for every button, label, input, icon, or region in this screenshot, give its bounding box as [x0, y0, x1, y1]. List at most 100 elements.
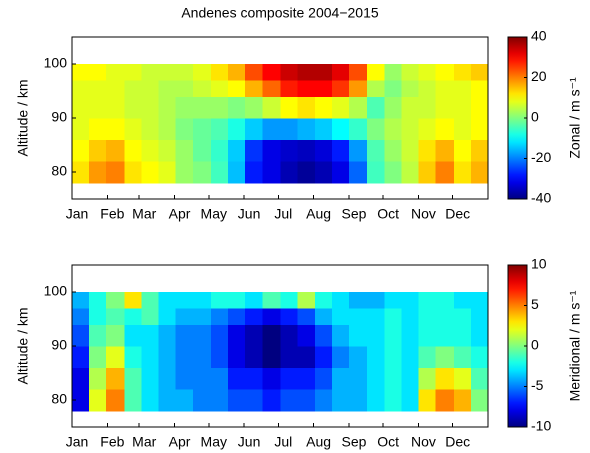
- heat-cell: [245, 139, 263, 162]
- heat-cell: [280, 389, 299, 412]
- heat-cell: [470, 389, 489, 412]
- heat-cell: [89, 367, 107, 390]
- heat-cell: [470, 139, 489, 162]
- heat-cell: [453, 139, 472, 162]
- x-tick-label: Jul: [274, 206, 292, 222]
- heat-cell: [141, 308, 160, 325]
- heat-cell: [192, 139, 212, 162]
- heat-cell: [418, 161, 437, 184]
- heat-cell: [228, 292, 246, 309]
- chart-title: Andenes composite 2004−2015: [181, 5, 379, 21]
- heat-cell: [175, 308, 194, 325]
- heat-cell: [245, 346, 263, 369]
- heat-cell: [106, 96, 125, 119]
- heat-cell: [297, 80, 316, 97]
- heat-cell: [297, 308, 316, 325]
- heat-cell: [262, 80, 282, 97]
- x-tick-label: Nov: [411, 434, 436, 450]
- heat-cell: [192, 292, 212, 309]
- heat-cell: [280, 64, 299, 81]
- heat-cell: [89, 118, 107, 141]
- heat-cell: [124, 96, 143, 119]
- heat-cell: [435, 139, 455, 162]
- heat-cell: [331, 308, 350, 325]
- colorbar-tick-label: -20: [531, 149, 551, 165]
- heat-cell: [435, 64, 455, 81]
- heat-cell: [106, 346, 125, 369]
- heat-cell: [384, 346, 402, 369]
- x-tick-label: Mar: [132, 206, 156, 222]
- heat-cell: [331, 161, 350, 184]
- heat-cell: [89, 96, 107, 119]
- heat-cell: [72, 367, 90, 390]
- heat-cell: [331, 346, 350, 369]
- colorbar-tick-label: 40: [531, 28, 547, 44]
- heat-cell: [418, 308, 437, 325]
- heat-cell: [211, 367, 229, 390]
- heat-cell: [158, 139, 177, 162]
- heat-cell: [89, 308, 107, 325]
- heat-cell: [89, 346, 107, 369]
- heat-cell: [367, 346, 385, 369]
- heat-cell: [175, 324, 194, 347]
- heat-cell: [401, 118, 419, 141]
- heat-cell: [297, 292, 316, 309]
- x-tick-label: Aug: [306, 206, 331, 222]
- heat-cell: [314, 389, 333, 412]
- heat-cell: [228, 161, 246, 184]
- x-tick-label: Jun: [238, 434, 261, 450]
- heat-cell: [367, 367, 385, 390]
- heat-cell: [470, 346, 489, 369]
- heat-cell: [470, 308, 489, 325]
- heat-cell: [401, 292, 419, 309]
- heat-cell: [367, 118, 385, 141]
- heat-cell: [228, 308, 246, 325]
- colorbar-label: Meridional / m s⁻¹: [567, 290, 583, 401]
- heat-cell: [89, 389, 107, 412]
- x-tick-label: Mar: [132, 434, 156, 450]
- heat-cell: [435, 308, 455, 325]
- heat-cell: [453, 161, 472, 184]
- heat-cell: [245, 161, 263, 184]
- heat-cell: [453, 324, 472, 347]
- heat-cell: [211, 324, 229, 347]
- heat-cell: [141, 118, 160, 141]
- heat-cell: [262, 308, 282, 325]
- heat-cell: [470, 324, 489, 347]
- heat-cell: [348, 118, 368, 141]
- heat-cell: [262, 96, 282, 119]
- heat-cell: [124, 139, 143, 162]
- heat-cell: [435, 346, 455, 369]
- heat-cell: [245, 80, 263, 97]
- heat-cell: [418, 324, 437, 347]
- heat-cell: [158, 64, 177, 81]
- heat-cell: [331, 324, 350, 347]
- heat-cell: [106, 367, 125, 390]
- heat-cell: [418, 139, 437, 162]
- heat-cell: [228, 324, 246, 347]
- heat-cell: [106, 80, 125, 97]
- heat-cell: [262, 161, 282, 184]
- heat-cell: [280, 324, 299, 347]
- heat-cell: [262, 346, 282, 369]
- heat-cell: [401, 324, 419, 347]
- heat-cell: [211, 389, 229, 412]
- heat-cell: [175, 80, 194, 97]
- heat-cell: [331, 292, 350, 309]
- heat-cell: [470, 96, 489, 119]
- y-axis-label: Altitude / km: [15, 307, 31, 384]
- heat-cell: [418, 96, 437, 119]
- heat-cell: [348, 308, 368, 325]
- heat-cell: [158, 118, 177, 141]
- heat-cell: [245, 292, 263, 309]
- heat-cell: [401, 367, 419, 390]
- heat-cell: [106, 308, 125, 325]
- x-tick-label: May: [201, 206, 227, 222]
- heat-cell: [470, 367, 489, 390]
- heat-cell: [280, 292, 299, 309]
- heat-cell: [297, 161, 316, 184]
- heat-cell: [141, 64, 160, 81]
- heat-cell: [384, 389, 402, 412]
- x-tick-label: Feb: [100, 206, 124, 222]
- heat-cell: [211, 346, 229, 369]
